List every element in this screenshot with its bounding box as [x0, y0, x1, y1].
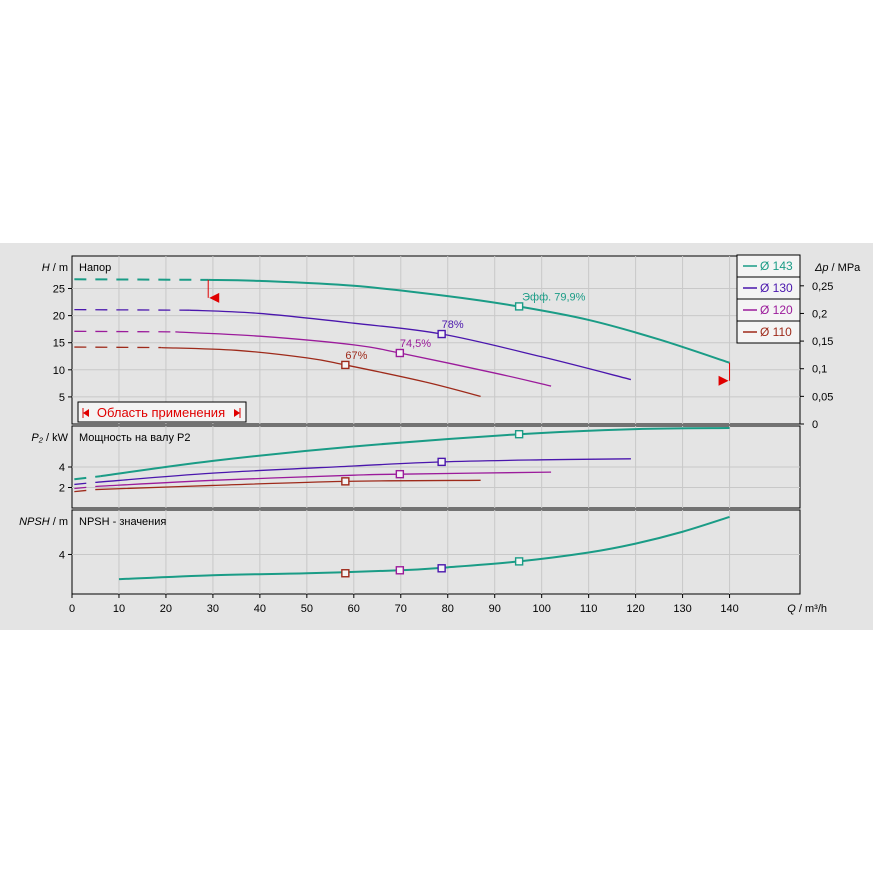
head-series-d120-line: [175, 331, 552, 387]
x-tick-label: 0: [69, 603, 75, 615]
power-panel-title: Мощность на валу P2: [79, 432, 191, 444]
power-series-d130-marker: [437, 457, 446, 467]
power-series-d143-marker: [514, 429, 524, 439]
npsh-plot-area: [71, 509, 801, 595]
operating-range-label: Область применения: [97, 405, 225, 420]
npsh-marker-d130: [437, 564, 446, 573]
head-series-d143-dashed: [74, 278, 209, 281]
head-series-d130-dashed: [74, 309, 190, 311]
head-panel-title: Напор: [79, 262, 111, 274]
head-series-d110-annotation: 67%: [345, 350, 367, 362]
head-y-axis-label: H / m: [42, 262, 68, 274]
head-y-tick-label: 5: [59, 392, 65, 404]
x-tick-label: 10: [113, 603, 125, 615]
npsh-y-axis-label: NPSH / m: [19, 516, 68, 528]
legend-label-d120: Ø 120: [760, 303, 793, 317]
x-tick-label: 80: [442, 603, 454, 615]
legend-label-d143: Ø 143: [760, 259, 793, 273]
x-tick-label: 130: [673, 603, 691, 615]
legend-item-d110: [736, 320, 801, 344]
head-y-tick-label: 15: [53, 338, 65, 350]
x-tick-label: 20: [160, 603, 172, 615]
x-tick-label: 60: [348, 603, 360, 615]
head-series-d143-annotation: Эфф. 79,9%: [522, 291, 586, 303]
range-box-left-arrow: [83, 409, 89, 417]
right-tick-label: 0: [812, 419, 818, 431]
head-series-d130-marker: [437, 329, 446, 339]
power-series-d130-line: [95, 458, 631, 484]
head-y-tick-label: 20: [53, 311, 65, 323]
head-series-d120-marker: [395, 348, 405, 358]
head-series-d110-marker: [341, 360, 350, 370]
x-tick-label: 30: [207, 603, 219, 615]
range-limit-left-arrow: [209, 292, 220, 303]
power-series-d110-marker: [341, 477, 350, 486]
operating-range-box: [77, 401, 247, 423]
chart-panel: 5 10 15 20 25 2 4 4 0 10 20 30 40 50 60 70 80 90 100 110 120…: [0, 243, 873, 630]
head-y-tick-label: 10: [53, 365, 65, 377]
x-tick-label: 110: [580, 603, 598, 615]
legend-label-d110: Ø 110: [760, 325, 792, 339]
range-limit-right-arrow: [718, 375, 729, 386]
x-tick-label: 90: [489, 603, 501, 615]
power-series-d110-line: [95, 479, 481, 491]
legend-label-d130: Ø 130: [760, 281, 793, 295]
npsh-marker-d120: [395, 566, 405, 575]
head-plot-area: [71, 255, 801, 425]
x-tick-label: 140: [720, 603, 738, 615]
x-axis-label: Q / m³/h: [787, 603, 827, 615]
npsh-marker-d110: [341, 569, 350, 578]
power-series-d120-dashed: [74, 485, 96, 490]
head-series-d130-annotation: 78%: [442, 319, 464, 331]
power-y-axis-label: P₂ / kW: [31, 432, 68, 444]
npsh-series-line: [118, 515, 730, 581]
head-series-d143-line: [208, 278, 730, 364]
head-series-d110-line: [161, 346, 481, 397]
right-tick-label: 0,15: [812, 336, 833, 348]
npsh-y-tick-label: 4: [59, 549, 65, 561]
right-tick-label: 0,2: [812, 308, 827, 320]
head-y-tick-label: 25: [53, 284, 65, 296]
power-series-d120-marker: [395, 469, 405, 479]
power-series-d143-line: [100, 427, 730, 478]
right-tick-label: 0,1: [812, 364, 827, 376]
right-axis-label: Δp / MPa: [814, 262, 861, 274]
right-tick-label: 0,25: [812, 281, 833, 293]
npsh-panel-title: NPSH - значения: [79, 516, 166, 528]
x-tick-label: 40: [254, 603, 266, 615]
npsh-marker-d143: [514, 557, 524, 566]
power-series-d120-line: [95, 471, 552, 488]
head-series-d143-marker: [514, 302, 524, 311]
head-series-d110-dashed: [74, 346, 162, 349]
head-series-d120-annotation: 74,5%: [400, 338, 431, 350]
head-series-d130-line: [189, 309, 632, 381]
x-tick-label: 70: [395, 603, 407, 615]
power-series-d130-dashed: [74, 481, 96, 486]
range-box-right-arrow: [234, 409, 240, 417]
head-series-d120-dashed: [74, 330, 176, 333]
x-tick-label: 50: [301, 603, 313, 615]
power-series-d143-dashed: [74, 475, 101, 481]
power-series-d110-dashed: [74, 488, 96, 493]
x-tick-label: 100: [532, 603, 550, 615]
right-tick-label: 0,05: [812, 391, 833, 403]
power-y-tick-label: 4: [59, 462, 65, 474]
x-tick-label: 120: [626, 603, 644, 615]
power-y-tick-label: 2: [59, 483, 65, 495]
